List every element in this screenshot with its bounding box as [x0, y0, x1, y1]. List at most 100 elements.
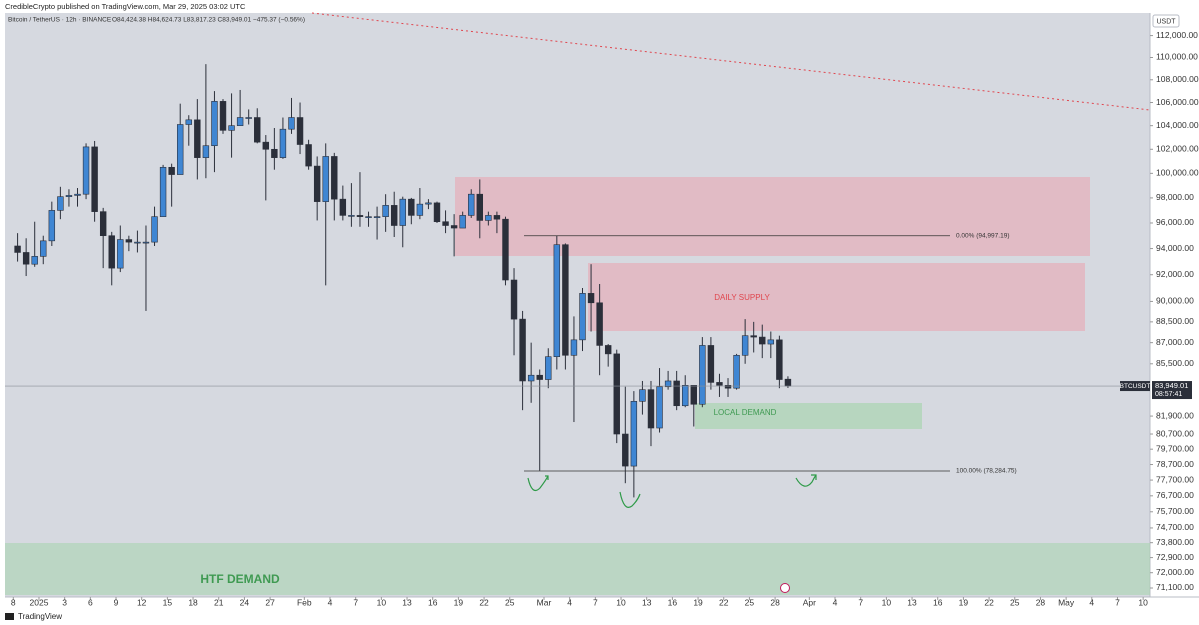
event-icon[interactable]	[780, 583, 790, 593]
candle-body	[433, 202, 441, 223]
y-tick-label: 100,000.00	[1156, 168, 1199, 178]
candle-body	[750, 335, 757, 338]
x-tick-label: 7	[1115, 597, 1120, 607]
y-tick-label: 106,000.00	[1156, 97, 1199, 107]
candle-body	[545, 356, 552, 380]
candle-body	[40, 240, 47, 257]
candle-body	[151, 216, 158, 243]
candle-body	[185, 119, 192, 125]
candle-body	[117, 239, 124, 269]
candle-body	[519, 318, 526, 382]
zone-label: LOCAL DEMAND	[714, 408, 777, 417]
candle-body	[48, 210, 56, 242]
candle-body	[502, 218, 509, 281]
y-tick-label: 80,700.00	[1156, 428, 1194, 438]
candle-body	[305, 144, 312, 167]
x-tick-label: 4	[567, 597, 572, 607]
candle-body	[604, 345, 612, 355]
candle-body	[313, 165, 321, 202]
candle-body	[296, 117, 304, 145]
x-tick-label: 24	[240, 597, 250, 607]
y-tick-label: 73,800.00	[1156, 537, 1194, 547]
candle-body	[399, 198, 406, 226]
candle-body	[596, 302, 603, 346]
x-tick-label: 4	[328, 597, 333, 607]
y-tick-label: 92,000.00	[1156, 269, 1194, 279]
y-tick-label: 96,000.00	[1156, 217, 1194, 227]
candle-body	[279, 128, 287, 158]
candle-body	[134, 241, 141, 244]
candle-body	[784, 378, 792, 387]
x-tick-label: May	[1058, 597, 1075, 607]
candle-body	[373, 216, 381, 218]
candle-body	[236, 117, 244, 126]
candle-body	[168, 166, 175, 175]
candle-body	[639, 389, 646, 402]
last-price-label: 83,949.01	[1155, 381, 1188, 390]
candle-body	[365, 216, 372, 218]
fib-label: 0.00% (94,997.19)	[956, 232, 1009, 239]
candle-body	[562, 244, 569, 356]
y-tick-label: 85,500.00	[1156, 358, 1194, 368]
arrow	[619, 491, 641, 508]
candle-body	[442, 221, 449, 226]
x-tick-label: 13	[402, 597, 412, 607]
arrow	[795, 474, 817, 487]
candle-body	[390, 205, 398, 226]
x-tick-label: 19	[693, 597, 703, 607]
htf-demand-zone	[5, 543, 1150, 595]
x-tick-label: 16	[428, 597, 438, 607]
candle-body	[741, 335, 749, 356]
candle-body	[159, 166, 167, 217]
y-tick-label: 108,000.00	[1156, 74, 1199, 84]
symbol-tag: BTCUSDT	[1120, 383, 1151, 390]
y-tick-label: 75,700.00	[1156, 506, 1194, 516]
candle-body	[108, 235, 115, 269]
candle-body	[356, 215, 364, 217]
x-tick-label: 25	[1010, 597, 1020, 607]
x-tick-label: 13	[907, 597, 917, 607]
x-tick-label: 18	[188, 597, 198, 607]
price-axis	[1150, 13, 1199, 597]
candle-body	[570, 339, 578, 356]
symbol-tag-box	[1120, 381, 1150, 392]
candle-body	[536, 374, 543, 380]
candle-body	[587, 293, 595, 304]
overlays: 0.00% (94,997.19) 100.00% (78,284.75) BTCU…	[5, 232, 1192, 475]
x-tick-label: 9	[114, 597, 119, 607]
x-tick-label: Apr	[803, 597, 816, 607]
candle-body	[339, 198, 347, 216]
x-tick-label: 28	[1036, 597, 1046, 607]
candle-body	[219, 101, 227, 131]
brand-logo	[5, 613, 14, 620]
candle-body	[450, 225, 458, 229]
candle-body	[707, 345, 715, 383]
x-tick-label: 3	[62, 597, 67, 607]
candle-body	[142, 241, 150, 244]
y-tick-label: 74,700.00	[1156, 522, 1194, 532]
candle-body	[65, 195, 73, 197]
candle-body	[322, 156, 329, 202]
currency-box[interactable]	[1152, 14, 1180, 28]
x-tick-label: Feb	[297, 597, 312, 607]
y-tick-label: 110,000.00	[1156, 52, 1198, 62]
x-tick-label: 22	[984, 597, 994, 607]
candle-body	[767, 339, 775, 345]
candle-body	[699, 345, 706, 405]
x-tick-label: 7	[353, 597, 358, 607]
candle-body	[759, 336, 766, 345]
x-tick-label: 7	[858, 597, 863, 607]
x-tick-label: 22	[719, 597, 729, 607]
candle-body	[647, 389, 655, 429]
candle-body	[74, 193, 81, 196]
y-tick-label: 78,700.00	[1156, 459, 1194, 469]
x-tick-label: Mar	[537, 597, 552, 607]
candle-body	[211, 101, 218, 147]
y-tick-label: 72,000.00	[1156, 567, 1194, 577]
publisher: CredibleCrypto published on TradingView.…	[5, 2, 246, 11]
candle-body	[485, 215, 492, 221]
y-tick-label: 79,700.00	[1156, 443, 1194, 453]
x-tick-label: 19	[454, 597, 464, 607]
ohlc-legend: O84,424.38 H84,624.73 L83,817.23 C83,949…	[112, 17, 305, 24]
x-tick-label: 13	[642, 597, 652, 607]
